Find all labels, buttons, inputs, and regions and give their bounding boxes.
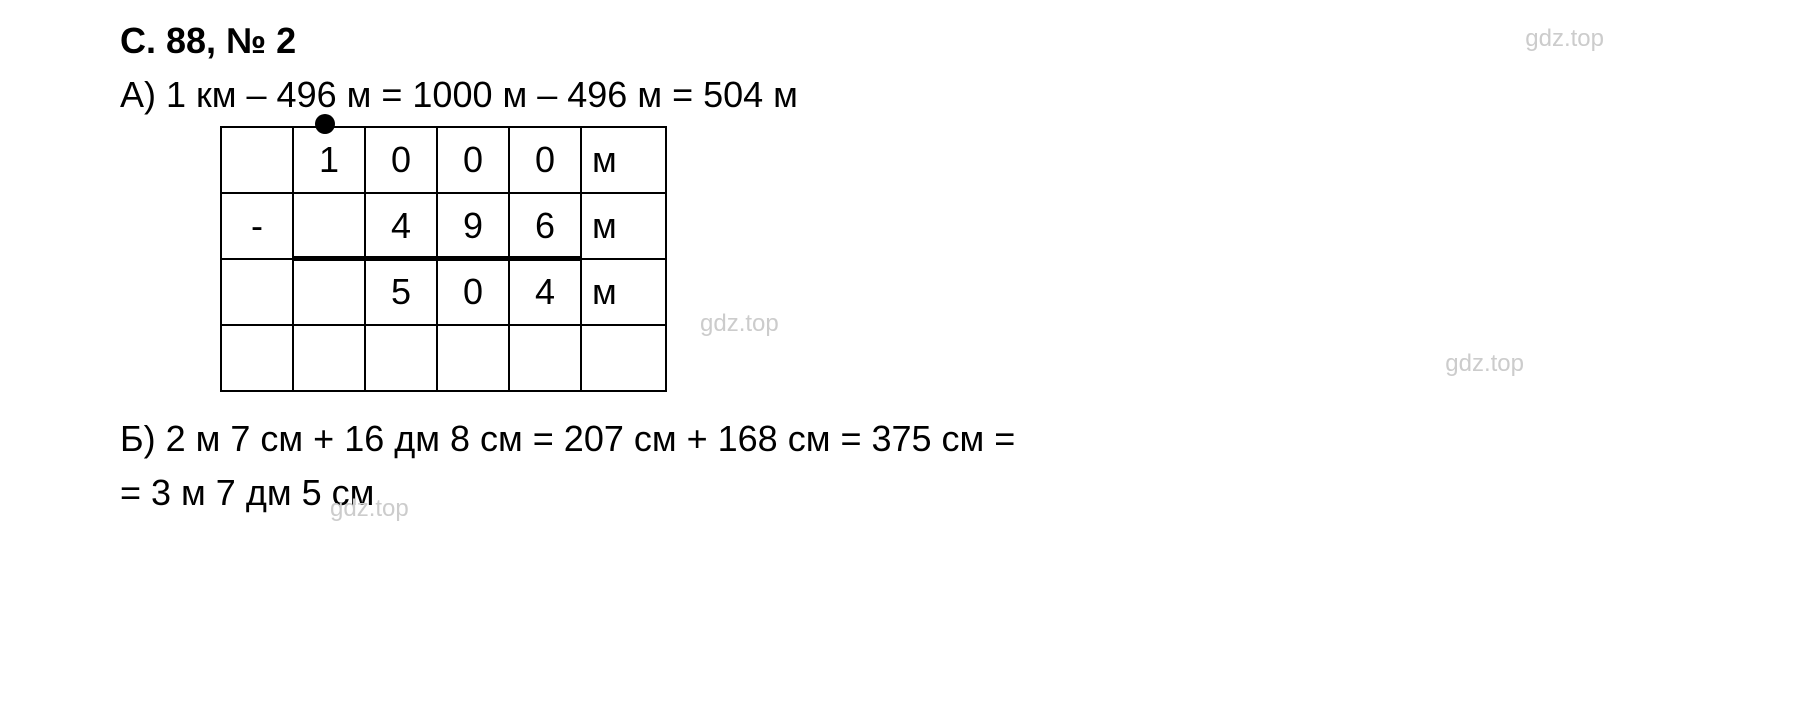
cell-digit (293, 325, 365, 391)
solution-b-line2: = 3 м 7 дм 5 см (120, 472, 374, 513)
page-header: С. 88, № 2 (120, 20, 1684, 62)
cell-digit: 4 (365, 193, 437, 259)
table-row: 5 0 4 м (221, 259, 666, 325)
cell-digit: 1 (293, 127, 365, 193)
subtraction-table: 1 0 0 0 м - 4 9 6 м 5 0 4 м (220, 126, 667, 392)
subtraction-table-container: 1 0 0 0 м - 4 9 6 м 5 0 4 м (220, 126, 1684, 392)
solution-b-line1: Б) 2 м 7 см + 16 дм 8 см = 207 см + 168 … (120, 418, 1015, 459)
cell-digit (293, 259, 365, 325)
cell-digit: 0 (437, 259, 509, 325)
cell-digit: 6 (509, 193, 581, 259)
cell-digit: 9 (437, 193, 509, 259)
cell-digit: 0 (509, 127, 581, 193)
cell-digit: 0 (365, 127, 437, 193)
table-row (221, 325, 666, 391)
solution-b-text: Б) 2 м 7 см + 16 дм 8 см = 207 см + 168 … (120, 412, 1684, 520)
cell-digit: 4 (509, 259, 581, 325)
cell-digit (293, 193, 365, 259)
cell-unit: м (581, 259, 666, 325)
cell-unit: м (581, 127, 666, 193)
table-row: 1 0 0 0 м (221, 127, 666, 193)
table-row: - 4 9 6 м (221, 193, 666, 259)
cell-digit: 0 (437, 127, 509, 193)
cell-digit: 5 (365, 259, 437, 325)
cell-sign (221, 259, 293, 325)
cell-unit (581, 325, 666, 391)
cell-digit (509, 325, 581, 391)
cell-sign: - (221, 193, 293, 259)
cell-sign (221, 325, 293, 391)
cell-sign (221, 127, 293, 193)
solution-a-text: А) 1 км – 496 м = 1000 м – 496 м = 504 м (120, 74, 1684, 116)
cell-unit: м (581, 193, 666, 259)
cell-digit (437, 325, 509, 391)
cell-digit (365, 325, 437, 391)
